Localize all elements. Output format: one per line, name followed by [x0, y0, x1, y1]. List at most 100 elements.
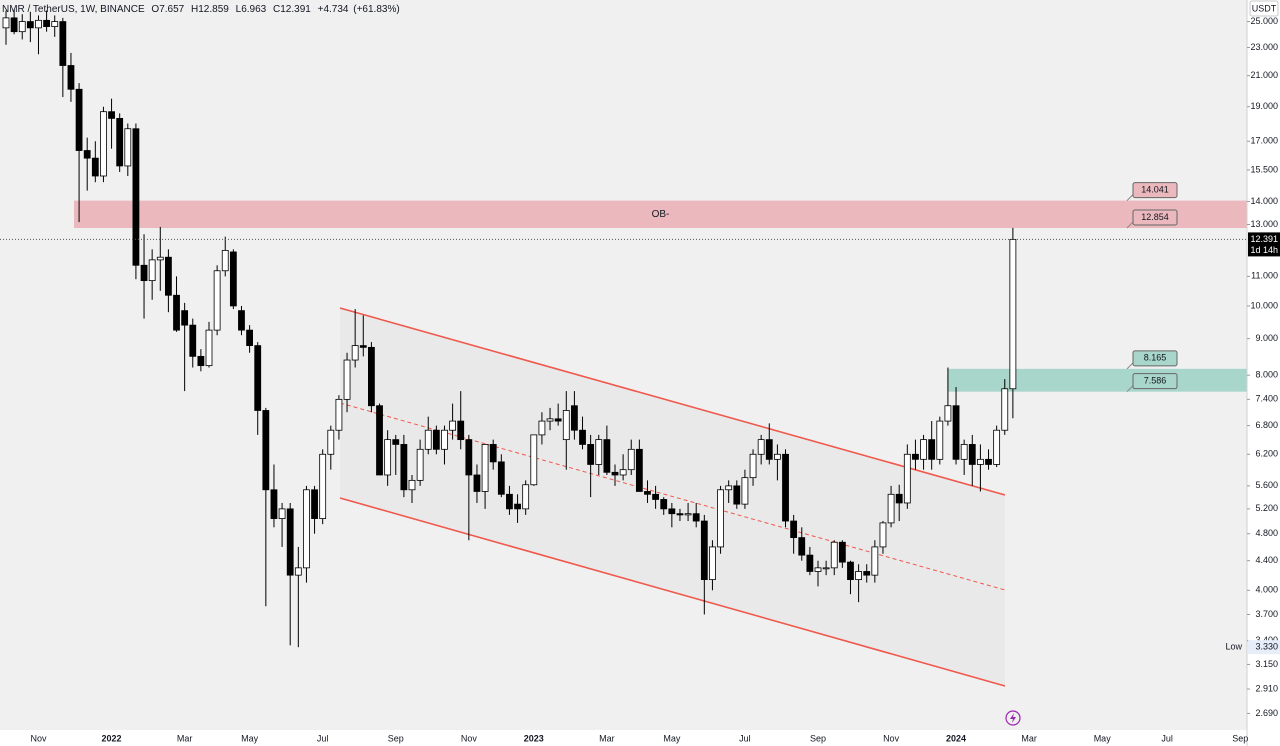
- x-tick-label: Mar: [177, 733, 193, 743]
- candle-body: [75, 88, 83, 151]
- candle-body: [757, 439, 765, 455]
- change-percent: (+61.83%): [353, 4, 399, 15]
- candle-body: [457, 420, 465, 441]
- header: NMR / TetherUS, 1W, BINANCE O7.657 H12.8…: [2, 4, 400, 15]
- candle-body: [506, 493, 513, 510]
- candle-body: [871, 546, 879, 576]
- candle-body: [644, 491, 651, 495]
- x-tick-label: May: [663, 733, 681, 743]
- y-tick-label: 4.800: [1255, 528, 1278, 538]
- candle-body: [18, 21, 26, 33]
- currency: USDT: [1252, 3, 1277, 13]
- y-tick-label: 8.000: [1255, 370, 1278, 380]
- candle-body: [855, 571, 862, 581]
- zone-value-box: [1132, 209, 1178, 226]
- candle-body: [156, 256, 164, 261]
- candle-body: [367, 346, 375, 407]
- candle-body: [830, 541, 838, 569]
- candle-body: [863, 571, 871, 576]
- candle-body: [213, 270, 221, 331]
- candle-body: [67, 65, 75, 90]
- candle-body: [546, 418, 554, 422]
- candle-body: [603, 439, 611, 473]
- y-tick-label: 3.700: [1255, 609, 1278, 619]
- candle-body: [595, 439, 603, 465]
- candle-body: [635, 448, 643, 492]
- candle-body: [847, 561, 854, 581]
- candle-body: [221, 249, 229, 272]
- ohlc-key: C: [273, 4, 280, 15]
- axes: 25.000 23.000 21.000 19.000 17.000 15.500 14.0…: [30, 16, 1280, 743]
- candle-body: [262, 410, 270, 491]
- time-axis: [0, 730, 1247, 746]
- candle-body: [335, 398, 343, 431]
- channel-lower: [339, 497, 1006, 687]
- plot-background: [0, 0, 1247, 730]
- low-marker-box: [1248, 640, 1280, 655]
- y-tick-label: 6.200: [1255, 449, 1278, 459]
- candle-body: [838, 541, 846, 563]
- y-tick-label: 3.400: [1255, 635, 1278, 645]
- y-tick-label: 15.500: [1250, 164, 1278, 174]
- candle-body: [522, 484, 530, 510]
- candle-body: [108, 111, 115, 119]
- candle-body: [660, 499, 668, 510]
- candle-body: [668, 508, 676, 515]
- candle-body: [441, 429, 448, 450]
- candle-body: [278, 508, 286, 519]
- candle-body: [465, 439, 473, 476]
- candle-body: [229, 251, 237, 307]
- candle-body: [140, 264, 148, 282]
- candle-body: [968, 444, 976, 465]
- zones: OB- 14.041 12.854 8.165 7.586: [74, 182, 1247, 393]
- y-tick-label: 7.400: [1255, 394, 1278, 404]
- y-tick-label: 21.000: [1250, 70, 1278, 80]
- candle-body: [774, 453, 781, 460]
- candle-body: [733, 485, 741, 505]
- candle-body: [294, 567, 302, 576]
- event-icon[interactable]: [1005, 710, 1021, 726]
- candle-body: [936, 420, 944, 460]
- candle-body: [343, 359, 351, 400]
- candle-body: [100, 111, 107, 177]
- x-tick-label: 2024: [946, 733, 966, 743]
- candle-body: [676, 513, 684, 516]
- y-tick-label: 3.150: [1255, 659, 1278, 669]
- candle-body: [2, 17, 10, 29]
- candle-body: [238, 310, 245, 331]
- x-tick-label: Sep: [810, 733, 826, 743]
- candle-body: [879, 522, 887, 548]
- candle-body: [303, 489, 310, 569]
- candle-body: [538, 420, 546, 436]
- event-icon-bolt: [1010, 713, 1016, 723]
- x-tick-label: Jul: [739, 733, 751, 743]
- currency-box: [1249, 0, 1279, 17]
- x-tick-label: Nov: [30, 733, 47, 743]
- candle-body: [1009, 239, 1017, 390]
- zone-value: 14.041: [1141, 184, 1169, 194]
- candle-body: [481, 444, 489, 492]
- x-tick-label: May: [241, 733, 259, 743]
- candle-body: [91, 157, 99, 177]
- candle-body: [928, 439, 936, 460]
- low-marker-value: 3.330: [1255, 642, 1278, 652]
- candle-body: [489, 444, 497, 463]
- candle-body: [376, 405, 383, 476]
- candle-body: [254, 345, 262, 411]
- candle-body: [571, 405, 578, 431]
- zone-value-box: [1132, 373, 1178, 390]
- candle-body: [717, 489, 724, 548]
- candle-body: [725, 485, 733, 491]
- y-tick-label: 2.690: [1255, 708, 1278, 718]
- candle-body: [977, 458, 984, 465]
- x-tick-label: Jul: [1161, 733, 1173, 743]
- candle-body: [416, 448, 424, 481]
- candle-body: [189, 324, 197, 357]
- candle-body: [806, 554, 814, 572]
- last-price-label: 12.391: [1250, 234, 1278, 244]
- price-axis: [1247, 0, 1280, 746]
- x-tick-label: Sep: [1232, 733, 1248, 743]
- candle-body: [59, 21, 67, 66]
- channel-upper: [339, 307, 1006, 496]
